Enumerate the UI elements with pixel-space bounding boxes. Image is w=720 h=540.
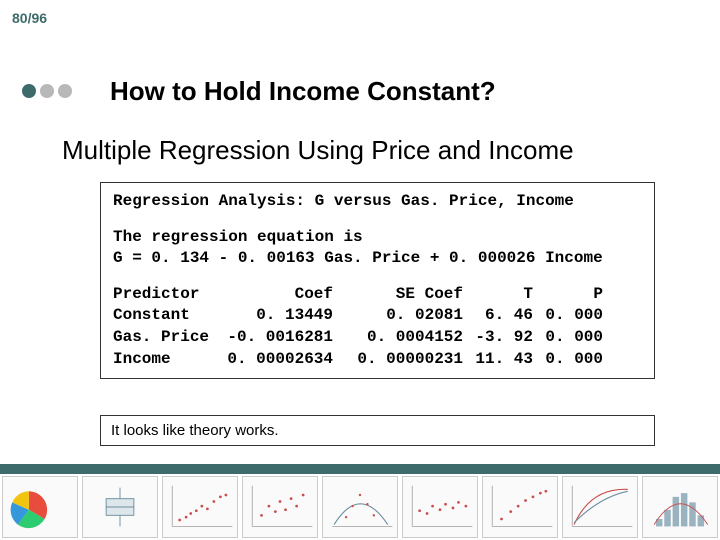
cell: 0. 02081 bbox=[333, 305, 463, 327]
cell: 0. 00000231 bbox=[333, 349, 463, 371]
regression-eq-label: The regression equation is bbox=[113, 227, 642, 249]
cell: Constant bbox=[113, 305, 213, 327]
cell: -3. 92 bbox=[463, 327, 533, 349]
slide-title: How to Hold Income Constant? bbox=[110, 76, 496, 107]
cell: Income bbox=[113, 349, 213, 371]
thumb-curves bbox=[562, 476, 638, 538]
col-coef: Coef bbox=[213, 284, 333, 306]
cell: 11. 43 bbox=[463, 349, 533, 371]
thumb-scatter-3 bbox=[402, 476, 478, 538]
slide-dots bbox=[22, 84, 72, 98]
page-number: 80/96 bbox=[12, 10, 47, 26]
cell: Gas. Price bbox=[113, 327, 213, 349]
cell: 0. 00002634 bbox=[213, 349, 333, 371]
cell: 0. 000 bbox=[533, 349, 603, 371]
conclusion-box: It looks like theory works. bbox=[100, 415, 655, 446]
regression-header: Regression Analysis: G versus Gas. Price… bbox=[113, 191, 642, 213]
slide-subtitle: Multiple Regression Using Price and Inco… bbox=[62, 135, 574, 166]
footer-bar bbox=[0, 464, 720, 474]
dot-1 bbox=[22, 84, 36, 98]
regression-table: Predictor Coef SE Coef T P Constant 0. 1… bbox=[113, 284, 642, 370]
thumb-scatter-1 bbox=[162, 476, 238, 538]
col-secoef: SE Coef bbox=[333, 284, 463, 306]
thumb-pie bbox=[2, 476, 78, 538]
cell: 0. 000 bbox=[533, 305, 603, 327]
cell: 0. 13449 bbox=[213, 305, 333, 327]
cell: 0. 000 bbox=[533, 327, 603, 349]
thumbnail-strip bbox=[0, 474, 720, 540]
col-t: T bbox=[463, 284, 533, 306]
col-predictor: Predictor bbox=[113, 284, 213, 306]
cell: 0. 0004152 bbox=[333, 327, 463, 349]
thumb-scatter-bell bbox=[322, 476, 398, 538]
cell: 6. 46 bbox=[463, 305, 533, 327]
col-p: P bbox=[533, 284, 603, 306]
thumb-scatter-4 bbox=[482, 476, 558, 538]
cell: -0. 0016281 bbox=[213, 327, 333, 349]
thumb-histogram bbox=[642, 476, 718, 538]
dot-3 bbox=[58, 84, 72, 98]
thumb-boxplot bbox=[82, 476, 158, 538]
thumb-scatter-2 bbox=[242, 476, 318, 538]
dot-2 bbox=[40, 84, 54, 98]
regression-equation: G = 0. 134 - 0. 00163 Gas. Price + 0. 00… bbox=[113, 248, 642, 270]
regression-output: Regression Analysis: G versus Gas. Price… bbox=[100, 182, 655, 379]
